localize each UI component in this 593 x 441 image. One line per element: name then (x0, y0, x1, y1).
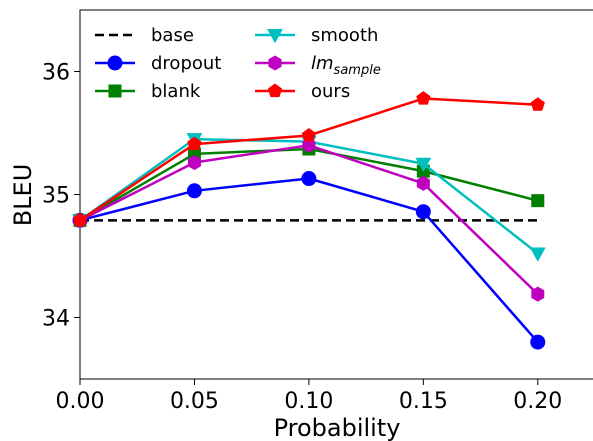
data-point-dropout (530, 334, 546, 350)
legend-label: lmsample (311, 53, 381, 78)
data-point-ours (416, 91, 431, 105)
legend-marker (108, 84, 122, 98)
data-point-ours (530, 97, 545, 111)
x-tick-label: 0.00 (56, 389, 105, 414)
series-group (72, 91, 546, 350)
x-tick-label: 0.05 (170, 389, 219, 414)
data-point-lm (187, 155, 201, 171)
y-tick-label: 36 (42, 61, 70, 86)
series-ours (72, 91, 545, 227)
legend-item-smooth: smooth (255, 25, 378, 46)
legend-label-subscript: sample (334, 63, 381, 78)
legend-item-ours: ours (255, 81, 350, 102)
plot-area (79, 9, 593, 380)
legend-label-main: lm (311, 53, 334, 74)
legend-item-blank: blank (95, 81, 201, 102)
data-point-lm (531, 286, 545, 302)
legend-label: ours (311, 81, 350, 102)
x-tick-label: 0.10 (284, 389, 333, 414)
legend-label: smooth (311, 25, 378, 46)
x-axis-label: Probability (274, 414, 401, 441)
legend: base dropout blank smooth lmsample ours (95, 25, 381, 102)
legend-label: blank (151, 81, 201, 102)
data-point-smooth (529, 247, 546, 262)
x-tick-label: 0.15 (399, 389, 448, 414)
data-point-ours (301, 127, 317, 142)
legend-marker (107, 55, 123, 71)
legend-item-base: base (95, 25, 194, 46)
legend-marker (268, 55, 282, 71)
legend-item-dropout: dropout (95, 53, 221, 74)
data-point-dropout (186, 183, 202, 199)
legend-marker (267, 29, 283, 44)
y-axis-label: BLEU (9, 164, 37, 227)
axis-ticks: 0.00 0.05 0.10 0.15 0.20 34 35 36 (42, 61, 562, 415)
data-point-lm (416, 175, 430, 191)
legend-marker (267, 83, 283, 98)
legend-label: base (151, 25, 194, 46)
y-tick-label: 34 (42, 307, 70, 332)
data-point-ours (72, 212, 88, 227)
y-tick-label: 35 (42, 184, 70, 209)
data-point-dropout (415, 204, 431, 220)
data-point-ours (187, 136, 202, 151)
legend-item-lm: lmsample (255, 53, 381, 78)
data-point-dropout (301, 171, 317, 187)
legend-label: dropout (151, 53, 221, 74)
data-point-blank (531, 194, 545, 208)
data-point-smooth (415, 157, 432, 172)
data-point-lm (302, 137, 316, 153)
x-tick-label: 0.20 (513, 389, 562, 414)
